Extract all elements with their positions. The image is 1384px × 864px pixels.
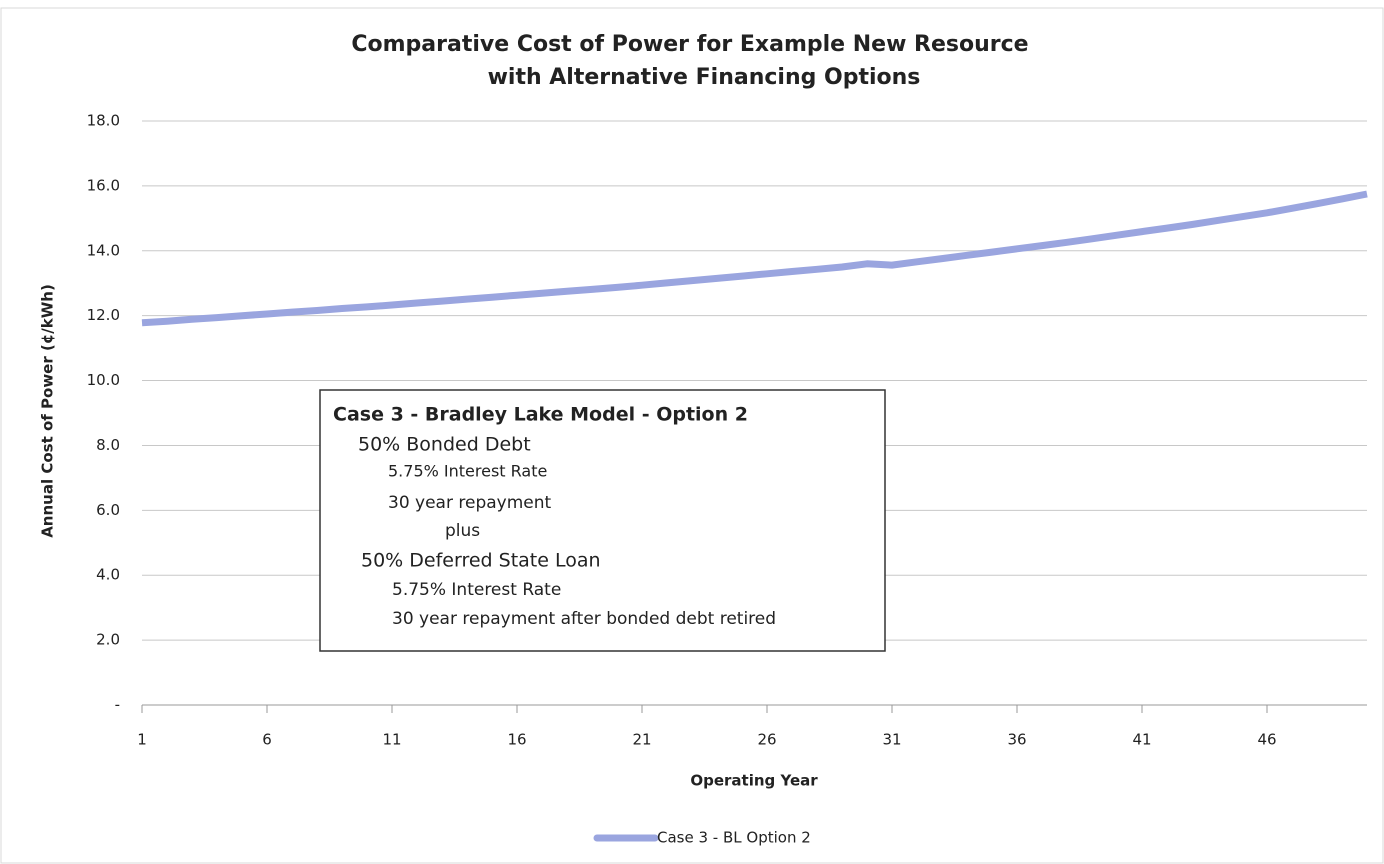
x-tick-label: 41 <box>1132 731 1151 749</box>
legend-label: Case 3 - BL Option 2 <box>657 829 811 847</box>
x-tick-label: 46 <box>1257 731 1276 749</box>
annotation-text: 50% Deferred State Loan <box>361 550 601 572</box>
y-tick-label: 16.0 <box>87 176 120 194</box>
x-tick-label: 6 <box>262 731 272 749</box>
y-axis-label: Annual Cost of Power (¢/kWh) <box>39 284 57 538</box>
annotation-text: 50% Bonded Debt <box>358 434 531 456</box>
x-tick-label: 21 <box>632 731 651 749</box>
annotation-text: 30 year repayment <box>388 493 552 513</box>
y-tick-label: 18.0 <box>87 112 120 130</box>
x-tick-label: 31 <box>882 731 901 749</box>
x-tick-label: 1 <box>137 731 147 749</box>
annotation-text: 30 year repayment after bonded debt reti… <box>392 609 776 629</box>
y-tick-label: 6.0 <box>96 501 120 519</box>
x-axis-label: Operating Year <box>690 772 818 790</box>
y-tick-label: 10.0 <box>87 371 120 389</box>
annotation-text: 5.75% Interest Rate <box>392 580 561 600</box>
chart-title: Comparative Cost of Power for Example Ne… <box>351 32 1028 57</box>
chart-title: with Alternative Financing Options <box>488 65 921 90</box>
x-tick-label: 16 <box>507 731 526 749</box>
series-line <box>141 190 1368 327</box>
x-tick-label: 26 <box>757 731 776 749</box>
x-tick-label: 36 <box>1007 731 1026 749</box>
x-tick-label: 11 <box>382 731 401 749</box>
y-tick-label: 14.0 <box>87 241 120 259</box>
annotation-text: 5.75% Interest Rate <box>388 462 547 481</box>
y-tick-label: 4.0 <box>96 566 120 584</box>
y-tick-label: 2.0 <box>96 631 120 649</box>
y-tick-label: 12.0 <box>87 306 120 324</box>
y-tick-label: 8.0 <box>96 436 120 454</box>
annotation-text: Case 3 - Bradley Lake Model - Option 2 <box>333 404 748 426</box>
annotation-box <box>319 389 886 652</box>
y-tick-label: - <box>115 696 120 714</box>
annotation-text: plus <box>445 521 480 541</box>
